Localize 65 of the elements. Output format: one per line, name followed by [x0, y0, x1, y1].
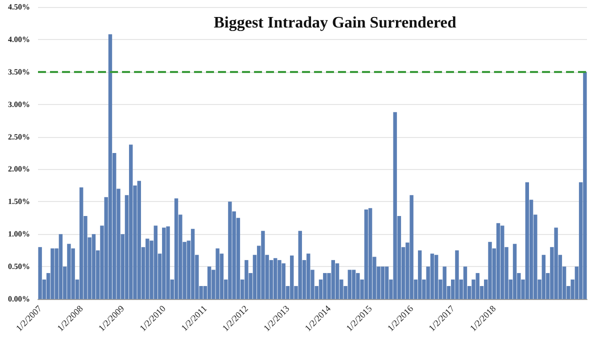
bar — [410, 195, 414, 299]
bar — [273, 258, 278, 299]
y-tick-label: 4.50% — [8, 2, 30, 12]
bar — [384, 266, 389, 299]
bar — [496, 223, 500, 299]
bar — [108, 34, 112, 299]
bar — [512, 244, 517, 299]
bar — [476, 273, 480, 299]
bar — [174, 198, 178, 299]
chart-title: Biggest Intraday Gain Surrendered — [214, 14, 456, 32]
bar — [542, 254, 546, 299]
bar — [525, 182, 530, 299]
bar — [488, 242, 492, 299]
bar — [146, 238, 150, 299]
bar — [137, 180, 141, 299]
y-tick-label: 1.50% — [8, 197, 30, 206]
y-tick-label: 2.50% — [8, 132, 30, 142]
bar — [67, 244, 71, 299]
bar — [348, 270, 352, 299]
bar — [166, 226, 170, 299]
bar — [154, 226, 158, 299]
bar — [282, 263, 286, 299]
bar — [38, 247, 42, 299]
bar — [298, 230, 302, 299]
bar — [216, 248, 220, 299]
bar — [162, 228, 166, 299]
bar — [434, 254, 438, 299]
bar — [244, 260, 248, 299]
bar — [306, 254, 310, 299]
bar — [228, 202, 232, 299]
bar — [92, 234, 96, 299]
bar — [331, 260, 335, 299]
bar — [356, 273, 360, 299]
bar — [500, 226, 504, 299]
bar — [364, 209, 368, 299]
bar — [430, 254, 434, 299]
bar — [278, 260, 282, 299]
bar — [554, 228, 558, 299]
y-tick-label: 3.50% — [8, 67, 30, 76]
bar — [418, 250, 422, 299]
y-tick-label: 1.00% — [8, 230, 30, 239]
y-tick-label: 3.00% — [8, 100, 30, 109]
bar — [290, 256, 294, 299]
bar — [261, 230, 265, 299]
bar — [335, 263, 340, 299]
bar — [190, 228, 195, 299]
bar — [323, 273, 327, 299]
bar — [393, 112, 397, 299]
bar — [380, 266, 385, 299]
bar — [352, 270, 356, 299]
bar — [50, 248, 54, 299]
bar — [368, 208, 372, 299]
bar — [455, 250, 459, 299]
y-tick-label: 2.00% — [8, 164, 30, 174]
bar — [583, 72, 587, 299]
bar — [442, 266, 446, 299]
bar — [79, 187, 84, 299]
y-tick-label: 4.00% — [8, 34, 30, 44]
bar — [71, 248, 75, 299]
bar — [129, 144, 133, 299]
bar — [58, 234, 63, 299]
y-tick-label: 0.00% — [8, 294, 30, 304]
bar — [463, 266, 468, 299]
y-tick-label: 0.50% — [8, 262, 30, 272]
bar — [207, 266, 212, 299]
